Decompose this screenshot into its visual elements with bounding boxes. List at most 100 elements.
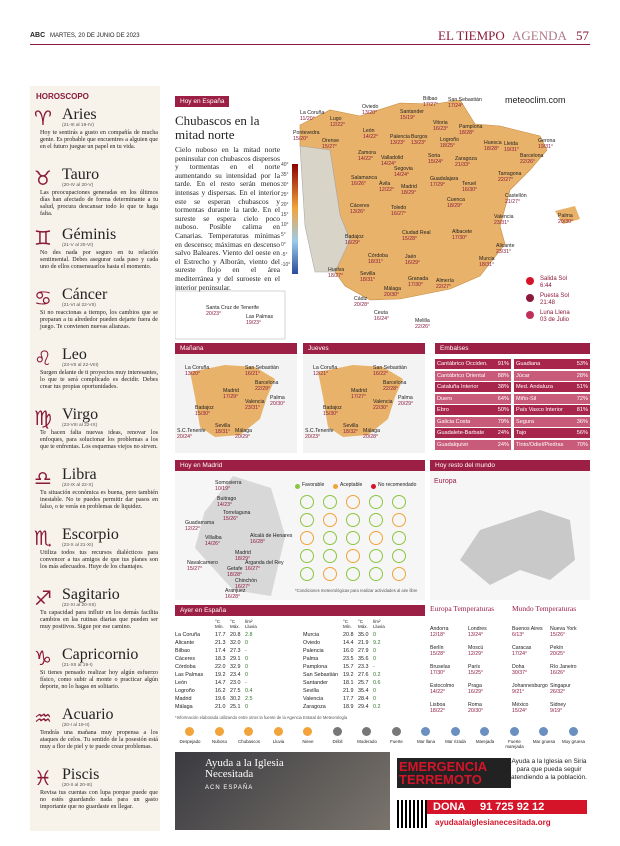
world-city: Nueva York 15/26° (550, 626, 577, 638)
city-temp: 20/29° (235, 434, 251, 440)
activity-icon (369, 495, 383, 509)
world: Hoy resto del mundo Europa (430, 460, 590, 600)
city-name: Córdoba (368, 253, 388, 259)
cell-city: Valencia (303, 696, 324, 702)
brand: ABC (30, 32, 46, 39)
world-city: Río Janeiro 16/26° (550, 664, 577, 676)
city-name: Bruselas (430, 664, 451, 670)
city-name: Pontevedra (293, 130, 320, 136)
city-name: Salamanca (351, 175, 377, 181)
map-city: Oviedo 13/20° (362, 104, 378, 116)
mini-city: Málaga 20/28° (363, 428, 380, 440)
city-temp: 14/22° (430, 689, 446, 695)
city-name: París (468, 664, 481, 670)
sign: ♍ Virgo (23-VIII al 22-IX) Te hacen falta n… (34, 406, 158, 464)
city-name: Doha (512, 664, 525, 670)
cell-value: 0 (373, 696, 376, 702)
city-name: Burgos (411, 134, 428, 140)
legend-icon-label: Fuerte marejada (505, 739, 524, 749)
madrid-note: *Condiciones meteorológicas para realiza… (295, 588, 418, 593)
madrid-place: Madrid 18/29° (235, 550, 251, 562)
city-temp: 16/30° (462, 187, 478, 193)
sign-name: Capricornio (62, 646, 139, 663)
city-name: Barcelona (383, 380, 407, 386)
city-name: Ciudad Real (402, 230, 431, 236)
city-temp: 18/25° (440, 143, 456, 149)
scale-label: 15° (281, 212, 289, 218)
madrid-place: Navalcarnero 15/27° (187, 560, 218, 572)
city-name: Madrid (235, 550, 251, 556)
sign-text: Si tienes pensado realizar hoy algún esf… (40, 670, 158, 690)
city-name: Andorra (430, 626, 449, 632)
sign-symbol: ♌ (34, 346, 52, 370)
yesterday-note: *Información elaborada utilizando entre … (175, 715, 348, 720)
map-city: Tarragona 22/27° (498, 171, 521, 183)
city-temp: 18/22° (430, 708, 446, 714)
city-temp: 20/30° (468, 708, 484, 714)
activity-icon (300, 531, 314, 545)
city-temp: 18/31° (360, 277, 376, 283)
city-name: La Coruña (313, 365, 338, 371)
legend-icon (450, 727, 460, 736)
activity-icon (300, 513, 314, 527)
city-name: Praga (468, 683, 482, 689)
sign: ♋ Cáncer (21-VI al 22-VII) Si no reaccionas… (34, 286, 158, 344)
madrid-place: Arganda del Rey 16/27° (245, 560, 284, 572)
tomorrow-tag: Mañana (175, 343, 297, 354)
city-temp: 18/32° (343, 429, 359, 435)
map-city: Santa Cruz de Tenerife 20/23° (206, 305, 259, 317)
city-temp: 18/31° (479, 262, 495, 268)
city-temp: 20/30° (384, 292, 400, 298)
city-name: Johannesburgo (512, 683, 548, 689)
legend-icon (539, 727, 548, 736)
map-city: Soria 15/24° (428, 153, 443, 165)
city-temp: 17/30° (408, 282, 424, 288)
cell-value: 20.8 (230, 632, 241, 638)
cell-value: 15.7 (343, 664, 354, 670)
map-city: Ávila 12/22° (379, 181, 394, 193)
sign-text: Te hacen falta nuevas ideas, renovar los… (40, 430, 158, 450)
activity-icon (323, 531, 337, 545)
city-temp: 22/30° (373, 405, 389, 411)
scale-label: -5° (281, 252, 288, 258)
map-city: Valencia 23/31° (494, 214, 514, 226)
sun-time: 03 de Julio (540, 317, 570, 323)
mini-city: Barcelona 22/29° (255, 380, 278, 392)
madrid-tag: Hoy en Madrid (175, 460, 425, 471)
legend-icon-label: Débil (332, 739, 343, 744)
scale-label: 10° (281, 222, 289, 228)
city-name: Las Palmas (246, 314, 274, 320)
section: EL TIEMPO (438, 28, 505, 43)
city-temp: 16/26° (351, 181, 367, 187)
map-city: La Coruña 11/20° (300, 110, 324, 122)
city-temp: 15/25° (468, 670, 484, 676)
mini-city: Madrid 17/29° (223, 388, 239, 400)
reservoir-name: Tinto/Odiel/Piedras (516, 441, 564, 448)
sign-dates: (21-XII al 19-I) (62, 663, 93, 668)
cell-value: 0 (245, 640, 248, 646)
madrid-place: Aranjuez 16/28° (225, 588, 245, 600)
sign-symbol: ♎ (34, 466, 52, 490)
mini-city: S.C.Tenerife 20/23° (305, 428, 334, 440)
world-city: Buenos Aires 6/13° (512, 626, 543, 638)
reservoir-pct: 50% (497, 407, 509, 413)
legend-icon-label: Nuboso (211, 739, 228, 744)
city-temp: 17/29° (223, 394, 239, 400)
sign: ♊ Géminis (21-V al 20-VI) No des nada por s… (34, 226, 158, 284)
city-name: San Sebastián (448, 97, 482, 103)
cell-value: 0.2 (373, 672, 381, 678)
legend-icon (480, 727, 489, 736)
reservoir-pct: 24% (497, 441, 509, 448)
map-city: Teruel 16/30° (462, 181, 477, 193)
legend-icon-label: Moderado (357, 739, 377, 744)
world-city: Doha 30/37° (512, 664, 527, 676)
city-temp: 13/20° (185, 371, 201, 377)
cell-value: 14.4 (343, 640, 354, 646)
city-name: Ceuta (374, 310, 388, 316)
ad-phone: 91 725 92 12 (480, 801, 545, 813)
sign-name: Virgo (62, 406, 99, 423)
city-name: Somosierra (215, 480, 242, 486)
city-temp: 14/23° (217, 502, 233, 508)
city-name: Valencia (494, 214, 514, 220)
